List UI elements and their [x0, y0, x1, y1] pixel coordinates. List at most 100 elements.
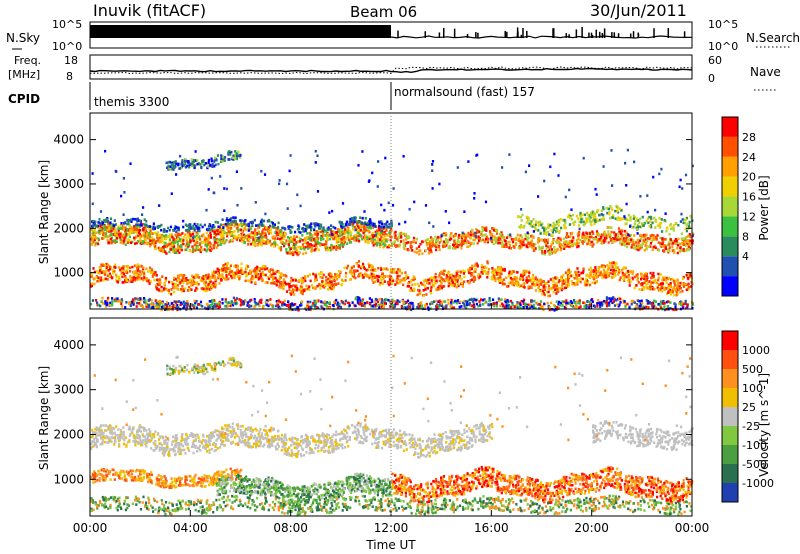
echo-cell	[321, 232, 325, 236]
echo-cell	[99, 269, 102, 272]
echo-cell	[254, 281, 257, 284]
echo-cell	[275, 227, 278, 230]
echo-cell	[115, 240, 118, 244]
echo-cell	[180, 244, 183, 247]
echo-cell	[359, 271, 362, 275]
echo-cell	[122, 225, 125, 229]
echo-cell	[499, 232, 502, 236]
echo-cell	[120, 226, 123, 230]
echo-cell	[206, 285, 209, 289]
echo-cell	[371, 231, 374, 235]
echo-cell	[325, 301, 329, 304]
echo-cell	[661, 239, 664, 243]
echo-cell	[149, 280, 152, 283]
date-title: 30/Jun/2011	[590, 1, 687, 20]
echo-cell	[500, 235, 503, 238]
echo-cell	[97, 242, 100, 246]
echo-cell	[233, 271, 236, 275]
echo-cell	[329, 280, 332, 284]
echo-cell	[126, 222, 129, 226]
echo-cell	[273, 223, 276, 226]
echo-cell	[169, 305, 172, 309]
echo-cell	[149, 303, 152, 306]
echo-cell	[114, 232, 117, 236]
echo-cell	[339, 270, 342, 273]
echo-cell	[578, 306, 581, 309]
echo-cell	[586, 235, 589, 238]
echo-cell	[186, 280, 189, 284]
echo-cell	[545, 239, 548, 242]
echo-cell	[165, 252, 168, 255]
echo-cell	[651, 281, 654, 284]
echo-cell	[290, 238, 293, 241]
echo-cell	[423, 283, 426, 287]
echo-cell	[454, 274, 457, 278]
echo-cell	[213, 225, 216, 229]
echo-cell	[184, 223, 187, 227]
echo-cell	[629, 240, 632, 244]
echo-cell	[256, 243, 259, 247]
echo-cell	[612, 261, 615, 265]
echo-cell	[153, 231, 157, 235]
echo-cell	[90, 274, 93, 278]
nsky-block	[90, 25, 391, 38]
echo-cell	[477, 235, 480, 238]
echo-cell	[101, 237, 104, 240]
echo-cell	[668, 286, 671, 289]
echo-cell	[495, 301, 498, 304]
echo-cell	[247, 243, 250, 246]
echo-cell	[565, 278, 568, 281]
echo-cell	[505, 276, 508, 280]
echo-cell	[519, 234, 522, 237]
echo-cell	[336, 278, 339, 281]
echo-cell	[547, 284, 551, 288]
echo-cell	[545, 244, 548, 247]
echo-cell	[203, 223, 206, 227]
echo-cell	[343, 236, 346, 240]
echo-cell	[211, 276, 215, 279]
echo-cell	[254, 232, 257, 235]
echo-cell	[117, 225, 120, 229]
echo-cell	[651, 248, 654, 252]
echo-cell	[321, 243, 324, 246]
echo-cell	[228, 267, 231, 270]
echo-cell	[468, 244, 471, 248]
echo-cell	[180, 273, 184, 277]
echo-cell	[619, 276, 622, 279]
echo-cell	[684, 236, 687, 239]
echo-cell	[576, 281, 579, 285]
echo-cell	[691, 239, 694, 242]
echo-cell	[364, 240, 367, 243]
echo-cell	[528, 286, 531, 289]
echo-cell	[382, 267, 385, 271]
echo-cell	[274, 276, 277, 280]
echo-cell	[676, 281, 679, 285]
echo-cell	[588, 239, 591, 242]
echo-cell	[317, 223, 320, 226]
echo-cell	[295, 235, 298, 239]
echo-cell	[265, 236, 268, 240]
echo-cell	[549, 252, 553, 255]
echo-cell	[682, 282, 685, 285]
echo-cell	[264, 273, 267, 277]
echo-cell	[617, 269, 620, 273]
echo-cell	[227, 219, 230, 222]
echo-cell	[398, 235, 401, 239]
echo-cell	[669, 291, 672, 294]
echo-cell	[577, 233, 580, 237]
nsky-bar	[581, 27, 583, 38]
echo-cell	[150, 268, 154, 272]
echo-cell	[210, 283, 213, 287]
echo-cell	[356, 225, 360, 228]
echo-cell	[154, 304, 157, 308]
echo-cell	[501, 302, 504, 306]
echo-cell	[192, 280, 195, 284]
echo-cell	[296, 240, 299, 243]
echo-cell	[287, 227, 290, 230]
echo-cell	[592, 270, 595, 274]
echo-cell	[580, 271, 583, 275]
echo-cell	[493, 304, 496, 308]
echo-cell	[556, 239, 559, 242]
echo-cell	[630, 302, 633, 306]
echo-cell	[168, 250, 171, 254]
